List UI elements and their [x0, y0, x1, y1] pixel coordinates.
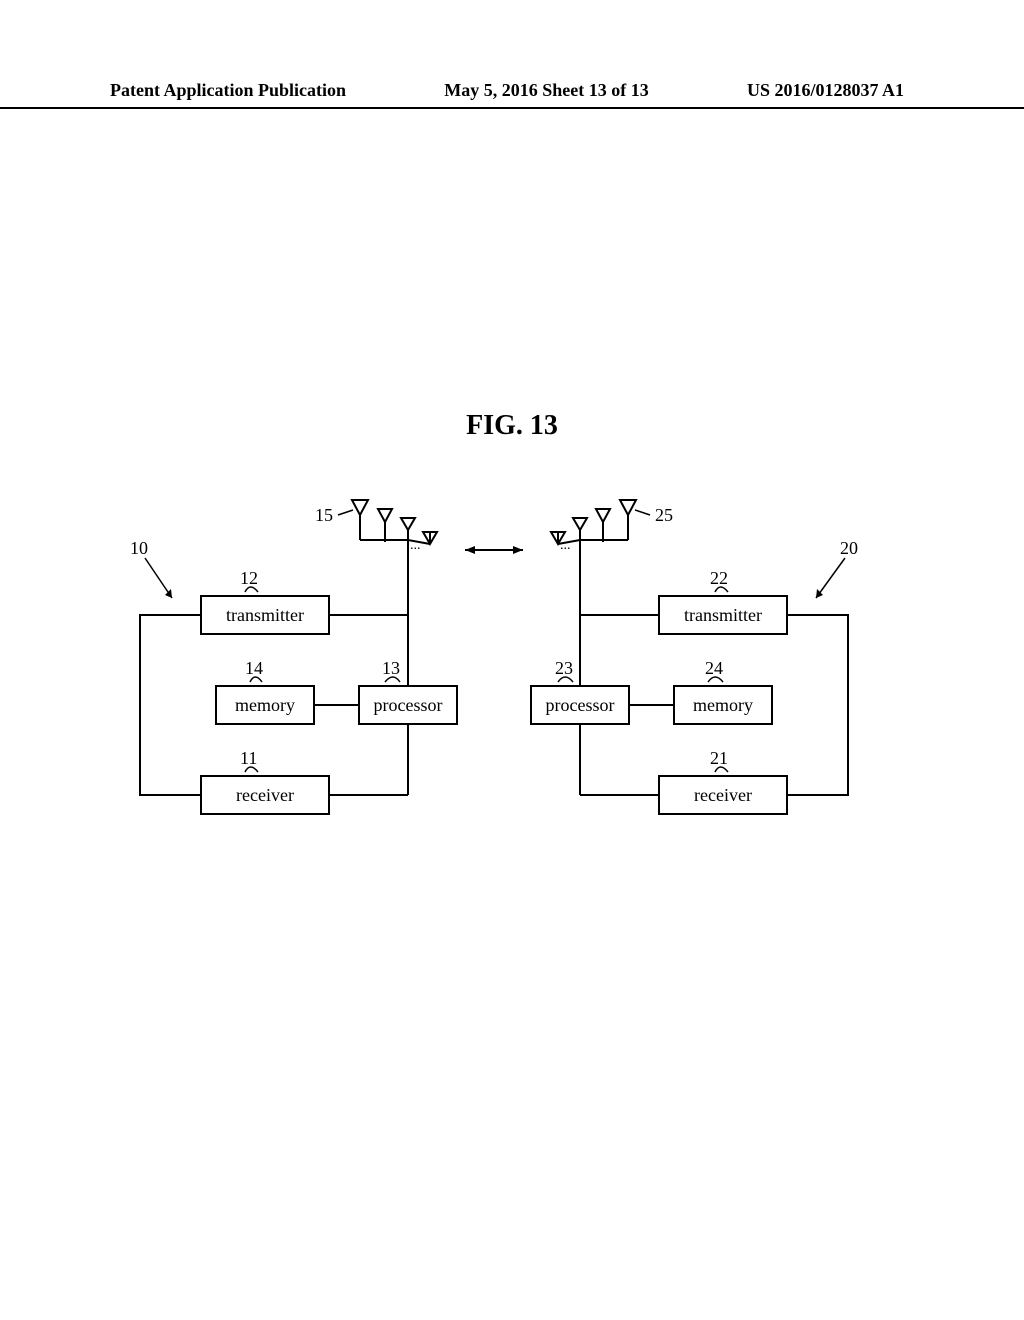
ref-11: 11: [240, 748, 257, 769]
dots-left: ...: [410, 538, 421, 554]
block-diagram: transmitter memory processor receiver pr…: [110, 480, 910, 860]
ref-13: 13: [382, 658, 400, 679]
transmitter-left-box: transmitter: [200, 595, 330, 635]
transmitter-right-box: transmitter: [658, 595, 788, 635]
ref-24: 24: [705, 658, 723, 679]
figure-title: FIG. 13: [0, 410, 1024, 442]
header-left: Patent Application Publication: [110, 80, 346, 101]
ref-20: 20: [840, 538, 858, 559]
header-center: May 5, 2016 Sheet 13 of 13: [444, 80, 648, 101]
receiver-left-box: receiver: [200, 775, 330, 815]
ref-21: 21: [710, 748, 728, 769]
ref-12: 12: [240, 568, 258, 589]
ref-23: 23: [555, 658, 573, 679]
page-header: Patent Application Publication May 5, 20…: [0, 80, 1024, 109]
receiver-right-box: receiver: [658, 775, 788, 815]
ref-25: 25: [655, 505, 673, 526]
wireless-link-icon: [465, 546, 523, 554]
ref-10: 10: [130, 538, 148, 559]
memory-right-box: memory: [673, 685, 773, 725]
ref-15: 15: [315, 505, 333, 526]
ref-14: 14: [245, 658, 263, 679]
memory-left-box: memory: [215, 685, 315, 725]
header-right: US 2016/0128037 A1: [747, 80, 904, 101]
processor-right-box: processor: [530, 685, 630, 725]
antenna-left-group: [352, 500, 437, 544]
processor-left-box: processor: [358, 685, 458, 725]
ref-22: 22: [710, 568, 728, 589]
dots-right: ...: [560, 538, 571, 554]
